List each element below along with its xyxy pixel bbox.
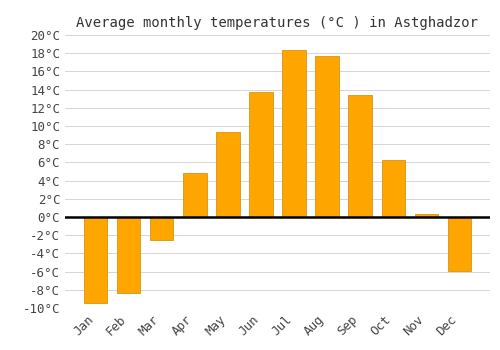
Bar: [382, 160, 404, 217]
Bar: [118, 217, 141, 293]
Bar: [150, 217, 174, 240]
Bar: [184, 173, 206, 217]
Bar: [282, 50, 306, 217]
Bar: [216, 132, 240, 217]
Bar: [414, 214, 438, 217]
Title: Average monthly temperatures (°C ) in Astghadzor: Average monthly temperatures (°C ) in As…: [76, 16, 478, 30]
Bar: [448, 217, 470, 271]
Bar: [348, 95, 372, 217]
Bar: [84, 217, 108, 303]
Bar: [316, 56, 338, 217]
Bar: [250, 92, 272, 217]
